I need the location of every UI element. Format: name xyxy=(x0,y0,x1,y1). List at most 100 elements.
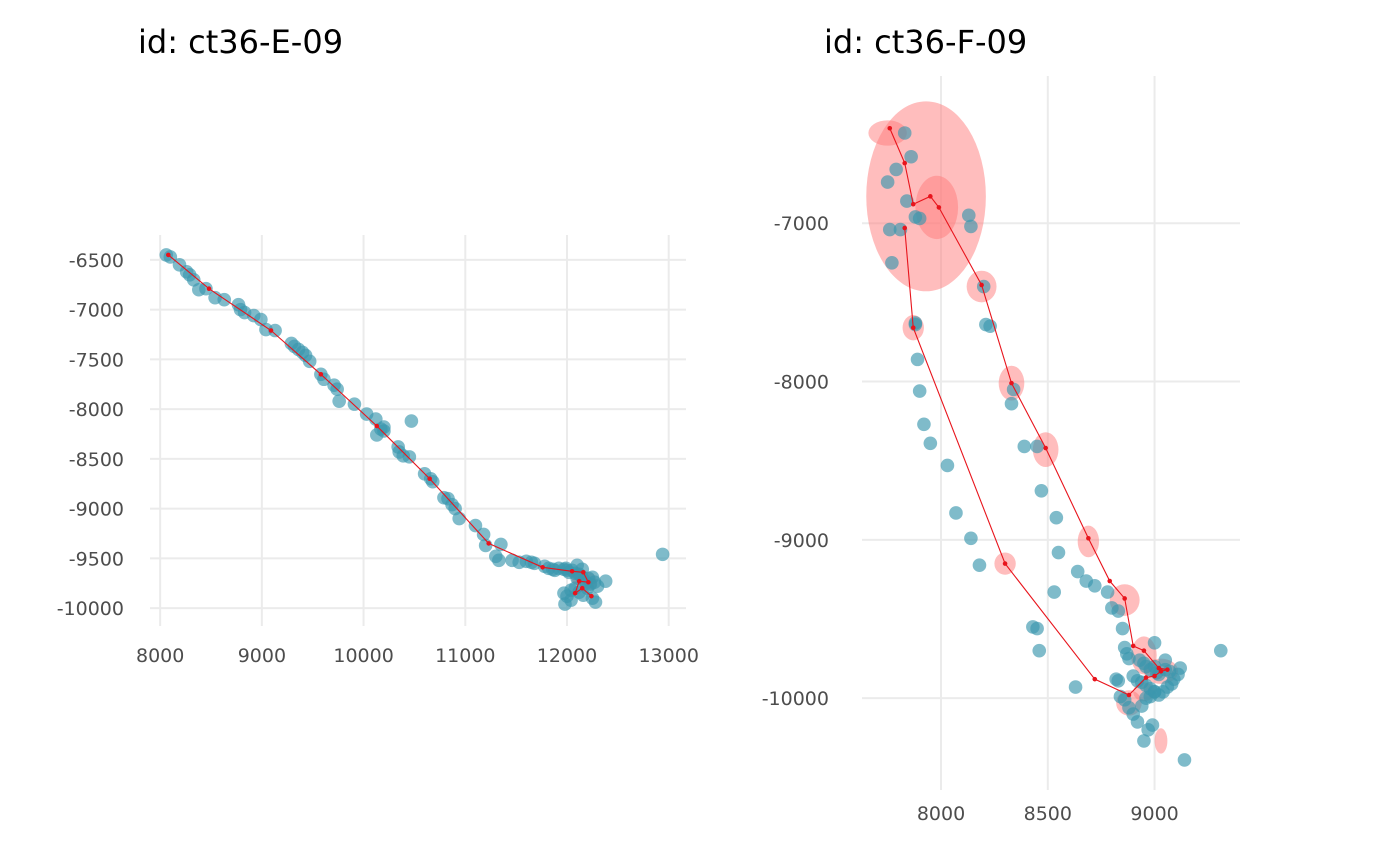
x-tick-label: 8500 xyxy=(1024,803,1072,825)
y-tick-label: -6500 xyxy=(69,250,124,272)
y-tick-label: -8500 xyxy=(69,449,124,471)
observation-point xyxy=(217,292,232,307)
observation-point xyxy=(1115,621,1130,636)
fitted-path-point xyxy=(318,371,324,377)
y-tick-label: -7500 xyxy=(69,349,124,371)
fitted-path-point xyxy=(268,328,274,333)
observation-point xyxy=(972,558,987,572)
fitted-path-point xyxy=(979,282,984,288)
fitted-path-point xyxy=(374,423,380,429)
fitted-path-point xyxy=(1158,668,1164,674)
observation-point xyxy=(1111,673,1126,688)
observation-point xyxy=(1130,715,1145,729)
observation-point xyxy=(468,518,483,533)
observation-point xyxy=(940,458,955,473)
y-tick-label: -8000 xyxy=(69,399,124,421)
observation-point xyxy=(923,436,938,451)
panel-title-right: id: ct36-F-09 xyxy=(824,23,1028,61)
panel-title-left: id: ct36-E-09 xyxy=(138,23,344,61)
fitted-path-point xyxy=(902,225,908,231)
observation-point xyxy=(1177,753,1192,767)
observation-point xyxy=(897,126,912,140)
observation-point xyxy=(1070,564,1085,579)
fitted-path-point xyxy=(589,593,594,599)
x-tick-label: 9000 xyxy=(238,645,286,667)
observation-point xyxy=(347,397,362,411)
x-tick-label: 10000 xyxy=(333,645,393,667)
observation-point xyxy=(949,506,963,520)
observation-point xyxy=(1030,439,1044,454)
observation-point xyxy=(1032,643,1047,658)
fitted-path-point xyxy=(910,201,916,207)
fitted-path-point xyxy=(579,585,585,591)
fitted-path-point xyxy=(928,194,933,199)
fitted-path-point xyxy=(206,286,212,292)
observation-point xyxy=(964,219,978,234)
observation-point xyxy=(910,352,925,367)
observation-point xyxy=(1051,545,1066,560)
fitted-path-point xyxy=(936,205,942,210)
x-tick-label: 13000 xyxy=(638,645,698,667)
panel-right: 8000 8500 9000 -7000 -8000 -9000 -10000 xyxy=(762,76,1240,825)
fitted-path-point xyxy=(540,565,545,570)
fitted-path-point xyxy=(486,541,491,546)
confidence-ellipse xyxy=(868,120,907,146)
y-tick-label: -9000 xyxy=(774,530,829,552)
fitted-path-point xyxy=(576,578,582,584)
observation-point xyxy=(900,194,914,208)
observation-point xyxy=(598,574,613,589)
observation-point xyxy=(1145,718,1160,732)
fitted-path-point xyxy=(1107,578,1113,584)
fitted-path-point xyxy=(1002,561,1008,566)
confidence-ellipse xyxy=(1154,728,1168,754)
observation-point xyxy=(1034,483,1049,498)
y-tick-label: -7000 xyxy=(774,213,829,235)
observation-point xyxy=(588,595,603,609)
fitted-path-point xyxy=(586,579,591,585)
x-tick-label: 9000 xyxy=(1130,803,1178,825)
observation-point xyxy=(882,222,897,237)
y-tick-label: -7000 xyxy=(69,300,124,322)
observation-point xyxy=(1030,621,1044,636)
observation-point xyxy=(1004,396,1019,411)
observation-point xyxy=(1213,643,1228,658)
fitted-path-point xyxy=(1141,648,1147,653)
observation-point xyxy=(1147,635,1162,650)
observation-point xyxy=(402,450,417,464)
fitted-path-point xyxy=(1165,667,1170,672)
fitted-path-point xyxy=(1130,643,1136,649)
observation-point xyxy=(575,562,590,577)
observation-point xyxy=(655,547,670,562)
observation-point xyxy=(1068,680,1083,694)
fitted-path-point xyxy=(910,325,916,331)
observation-point xyxy=(332,394,346,408)
observation-point xyxy=(1173,661,1188,675)
fitted-path-point xyxy=(166,252,171,258)
fitted-path-point xyxy=(887,125,893,131)
y-tick-label: -8000 xyxy=(774,372,829,394)
observation-point xyxy=(492,553,506,568)
observation-point xyxy=(404,414,419,428)
fitted-path-point xyxy=(1009,380,1014,386)
observation-point xyxy=(1017,439,1032,454)
fitted-path-point xyxy=(1143,675,1149,680)
observation-point xyxy=(885,256,899,270)
observation-point xyxy=(564,593,578,607)
observation-point xyxy=(889,162,903,177)
panel-left: 8000 9000 10000 11000 12000 13000 -6500 -7000 -7… xyxy=(57,235,699,667)
y-tick-label: -9000 xyxy=(69,499,124,521)
y-tick-label: -10000 xyxy=(57,598,124,620)
x-tick-label: 8000 xyxy=(136,645,184,667)
observation-point xyxy=(1087,578,1102,593)
observation-point xyxy=(199,281,213,296)
observation-point xyxy=(1047,585,1062,599)
observation-point xyxy=(452,511,466,526)
observation-point xyxy=(1100,585,1115,599)
observation-point xyxy=(1049,510,1064,525)
x-tick-label: 8000 xyxy=(917,803,965,825)
fitted-path-point xyxy=(569,568,575,574)
observation-point xyxy=(1122,651,1136,666)
observation-point xyxy=(377,420,391,434)
observation-point xyxy=(904,149,918,164)
